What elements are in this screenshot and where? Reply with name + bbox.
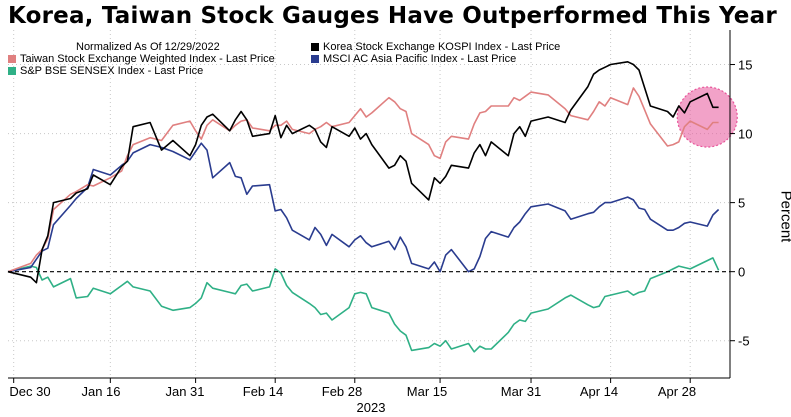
legend-label-taiwan: Taiwan Stock Exchange Weighted Index - L… <box>20 53 275 65</box>
x-tick-label: Jan 16 <box>81 384 121 399</box>
legend-item-taiwan: Taiwan Stock Exchange Weighted Index - L… <box>8 53 275 65</box>
y-tick-label: 5 <box>738 195 746 211</box>
legend-item-sensex: S&P BSE SENSEX Index - Last Price <box>8 65 203 77</box>
y-tick-label: -5 <box>738 333 750 349</box>
series-line-2 <box>7 142 720 273</box>
series-line-1 <box>7 61 719 284</box>
legend-label-kospi: Korea Stock Exchange KOSPI Index - Last … <box>323 41 561 53</box>
highlight-circle <box>676 86 738 148</box>
legend-swatch-msci <box>311 55 319 63</box>
legend-swatch-kospi <box>311 43 319 51</box>
y-tick-label: 10 <box>738 126 753 142</box>
x-tick-label: Feb 28 <box>321 384 363 399</box>
legend-swatch-sensex <box>8 67 16 75</box>
x-tick-label: Apr 14 <box>579 384 619 399</box>
legend-item-msci: MSCI AC Asia Pacific Index - Last Price <box>311 53 516 65</box>
series-line-3 <box>7 257 720 353</box>
legend-item-kospi: Korea Stock Exchange KOSPI Index - Last … <box>311 41 560 53</box>
x-year-label: 2023 <box>356 400 386 415</box>
x-tick-label: Mar 15 <box>406 384 448 399</box>
y-tick-label: 0 <box>738 264 746 280</box>
x-tick-label: Feb 14 <box>242 384 284 399</box>
legend-label-msci: MSCI AC Asia Pacific Index - Last Price <box>323 53 517 65</box>
y-tick-label: 15 <box>738 57 753 73</box>
x-tick-label: Apr 28 <box>657 384 697 399</box>
chart-title: Korea, Taiwan Stock Gauges Have Outperfo… <box>8 3 777 29</box>
legend-note: Normalized As Of 12/29/2022 <box>76 41 220 53</box>
x-tick-label: Mar 31 <box>500 384 542 399</box>
x-tick-label: Dec 30 <box>9 384 51 399</box>
legend-swatch-taiwan <box>8 55 16 63</box>
series-line-0 <box>7 87 719 273</box>
legend-label-sensex: S&P BSE SENSEX Index - Last Price <box>20 65 204 77</box>
x-tick-label: Jan 31 <box>165 384 205 399</box>
y-axis-label: Percent <box>777 190 791 243</box>
